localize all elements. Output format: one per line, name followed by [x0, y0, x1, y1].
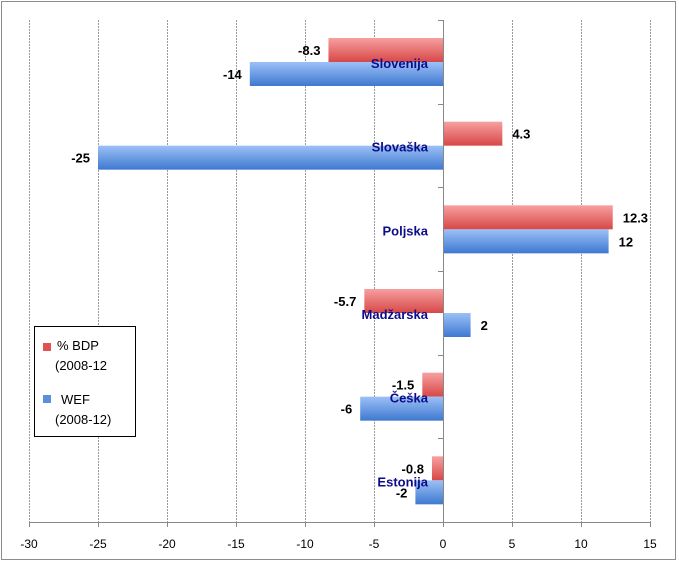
x-tick-label: -5 — [369, 537, 380, 551]
legend-swatch-bdp — [43, 343, 51, 351]
bar-wef — [443, 229, 609, 254]
data-label-bdp: -5.7 — [334, 294, 356, 309]
axes: -30 -25 -20 -15 -10 -5 0 5 10 15 — [20, 20, 657, 551]
bar-wef — [443, 313, 471, 337]
legend-label-wef-line1: WEF — [61, 392, 90, 407]
x-tick-label: 15 — [643, 537, 657, 551]
legend-label-bdp-line2: (2008-12 — [55, 358, 108, 373]
data-label-wef: -2 — [396, 485, 408, 500]
gridlines — [29, 20, 651, 522]
category-label: Češka — [390, 391, 429, 406]
data-label-wef: 2 — [481, 318, 488, 333]
x-tick-label: -20 — [158, 537, 176, 551]
category-label: Estonija — [377, 474, 428, 489]
bar-wef — [249, 62, 443, 86]
bar-bdp — [443, 121, 503, 146]
data-label-wef: -6 — [341, 402, 353, 417]
x-tick-label: -15 — [227, 537, 245, 551]
data-label-bdp: -8.3 — [298, 43, 320, 58]
data-label-bdp: 4.3 — [512, 127, 530, 142]
category-label: Madžarska — [362, 307, 429, 322]
x-tick-label: -25 — [89, 537, 107, 551]
x-tick-label: 5 — [509, 537, 516, 551]
data-label-bdp: -0.8 — [402, 461, 424, 476]
bar-bdp — [431, 456, 443, 481]
bar-bdp — [443, 205, 613, 230]
data-label-bdp: -1.5 — [392, 378, 414, 393]
bar-bdp — [364, 289, 443, 313]
bar-wef — [360, 396, 443, 421]
category-label: Slovaška — [372, 140, 429, 155]
x-tick-label: 10 — [574, 537, 588, 551]
legend-label-bdp-line1: % BDP — [57, 338, 99, 353]
legend-swatch-wef — [43, 395, 51, 403]
data-label-wef: -14 — [223, 67, 243, 82]
category-label: Slovenija — [371, 56, 429, 71]
x-tick-label: -30 — [20, 537, 38, 551]
bars — [98, 38, 613, 505]
bar-bdp — [328, 38, 443, 62]
legend: % BDP (2008-12 WEF (2008-12) — [34, 326, 136, 437]
legend-label-wef-line2: (2008-12) — [55, 412, 112, 427]
x-tick-label: 0 — [440, 537, 447, 551]
x-tick-label: -10 — [296, 537, 314, 551]
data-label-bdp: 12.3 — [623, 210, 648, 225]
data-label-wef: -25 — [71, 151, 90, 166]
bar-bdp — [422, 372, 443, 397]
bar-wef — [98, 145, 443, 170]
bar-wef — [415, 480, 443, 505]
category-label: Poljska — [382, 223, 428, 238]
data-label-wef: 12 — [619, 234, 633, 249]
labels: -8.3 -14 Slovenija 4.3 -25 Slovaška 12.3 12 Polj… — [71, 43, 648, 500]
